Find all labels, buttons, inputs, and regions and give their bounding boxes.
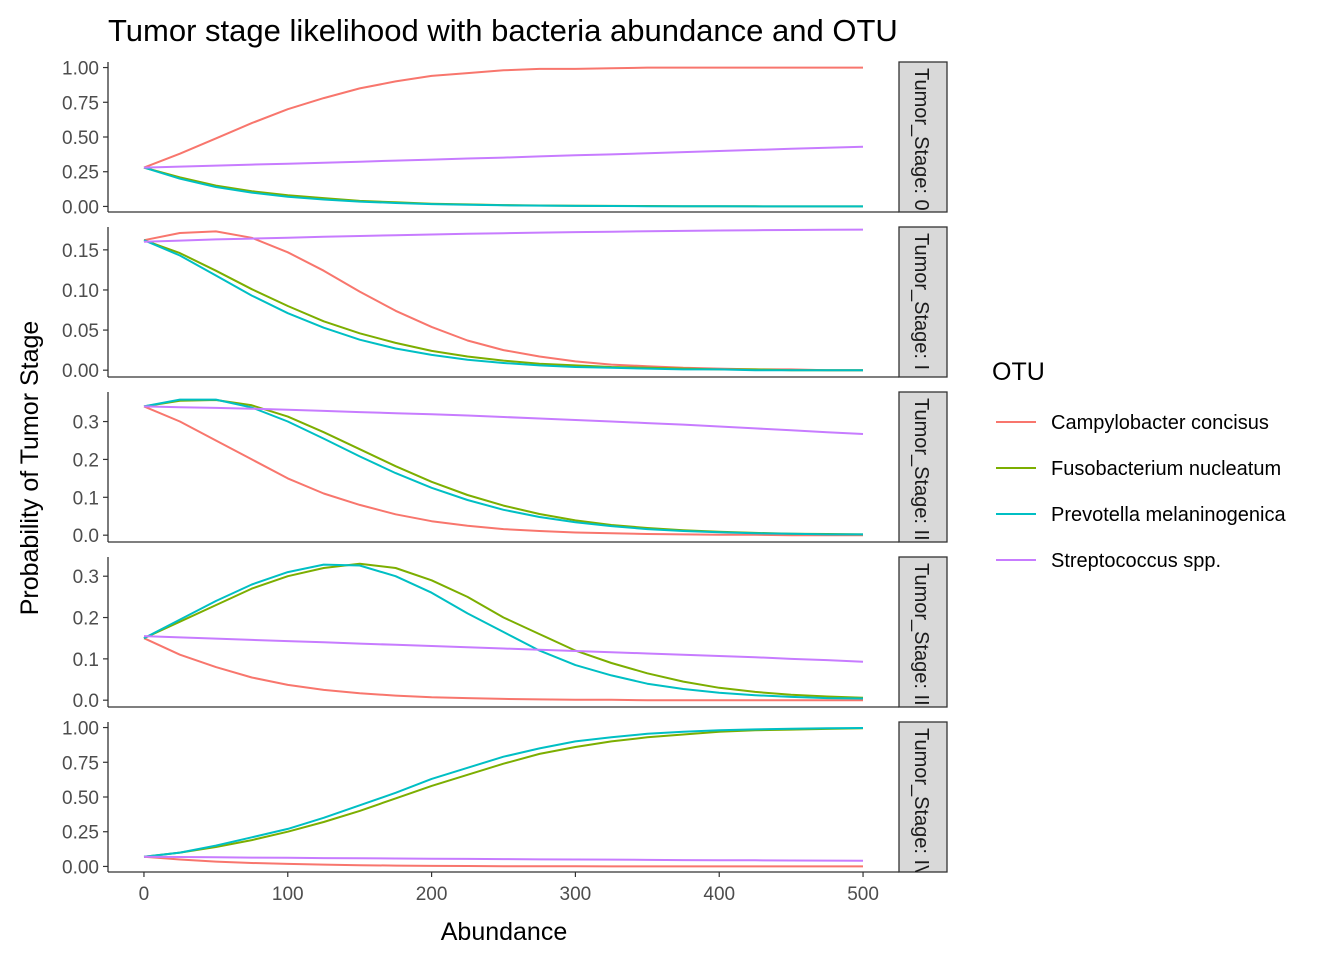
legend-entry: Prevotella melaninogenica [996, 504, 1286, 526]
y-tick-label: 0.10 [62, 281, 99, 302]
legend-entry: Streptococcus spp. [996, 550, 1221, 572]
x-tick-label: 400 [703, 884, 735, 905]
y-tick-label: 0.00 [62, 857, 99, 878]
strip-box [898, 556, 948, 708]
series-line-fusobacterium-nucleatum [143, 166, 863, 208]
legend-label: Streptococcus spp. [1051, 550, 1221, 572]
series-line-campylobacter-concisus [143, 66, 863, 169]
x-tick-label: 200 [416, 884, 448, 905]
y-tick-label: 0.25 [62, 823, 99, 844]
y-tick-label: 0.2 [73, 450, 99, 471]
series-line-prevotella-melaninogenica [143, 166, 863, 208]
strip-label-wrap: Tumor_Stage: IV [910, 728, 932, 879]
y-tick-label: 1.00 [62, 59, 99, 80]
series-line-streptococcus-spp- [143, 145, 864, 169]
x-axis-title: Abundance [441, 918, 568, 946]
y-tick-label: 0.75 [62, 753, 99, 774]
y-tick-label: 0.00 [62, 361, 99, 382]
series-line-fusobacterium-nucleatum [143, 562, 864, 699]
series-line-fusobacterium-nucleatum [143, 399, 864, 536]
series-line-prevotella-melaninogenica [143, 563, 864, 700]
legend: OTU Campylobacter concisus Fusobacterium … [992, 358, 1286, 572]
series-line-streptococcus-spp- [143, 635, 864, 663]
legend-label: Prevotella melaninogenica [1051, 504, 1286, 526]
panel-lines [143, 398, 864, 537]
series-line-streptococcus-spp- [143, 228, 864, 243]
panel-3: 0.0 0.1 0.2 0.3 Tumor_Stage: II [73, 391, 948, 547]
series-line-campylobacter-concisus [143, 405, 863, 537]
y-tick-label: 0.0 [73, 526, 99, 547]
strip-label: Tumor_Stage: I [910, 233, 932, 370]
y-tick-label: 0.05 [62, 321, 99, 342]
strip-label: Tumor_Stage: III [910, 563, 932, 711]
series-line-campylobacter-concisus [143, 637, 863, 702]
strip-label-wrap: Tumor_Stage: I [910, 233, 932, 370]
strip-label: Tumor_Stage: 0 [910, 68, 932, 211]
facet-strip: Tumor_Stage: II [898, 391, 948, 543]
series-line-streptococcus-spp- [143, 855, 864, 862]
strip-label-wrap: Tumor_Stage: II [910, 398, 932, 541]
x-tick-label: 100 [272, 884, 304, 905]
chart-panels: 0.000.250.500.751.00 Tumor_Stage: 00.000.… [62, 59, 948, 879]
panel-4: 0.0 0.1 0.2 0.3 Tumor_Stage: III [73, 556, 948, 712]
facet-strip: Tumor_Stage: 0 [898, 61, 948, 213]
legend-label: Fusobacterium nucleatum [1051, 458, 1281, 480]
y-tick-label: 0.3 [73, 413, 99, 434]
y-tick-label: 0.2 [73, 609, 99, 630]
strip-box [898, 226, 948, 378]
x-tick-label: 0 [139, 884, 150, 905]
y-tick-label: 0.0 [73, 691, 99, 712]
series-line-prevotella-melaninogenica [143, 398, 863, 536]
panel-1: 0.00 0.25 0.50 0.75 1.00 Tumor_Stage: 0 [62, 59, 948, 218]
y-tick-label: 0.25 [62, 163, 99, 184]
y-tick-label: 0.1 [73, 650, 99, 671]
legend-label: Campylobacter concisus [1051, 412, 1269, 434]
strip-label: Tumor_Stage: IV [910, 728, 932, 879]
series-line-campylobacter-concisus [143, 855, 863, 868]
y-tick-label: 1.00 [62, 719, 99, 740]
y-axis-title: Probability of Tumor Stage [16, 321, 44, 616]
panel-5: 0.00 0.25 0.50 0.75 1.00 Tumor_Stage: IV [62, 719, 948, 879]
x-tick-label: 500 [847, 884, 879, 905]
panel-lines [143, 66, 864, 208]
y-tick-label: 0.15 [62, 241, 99, 262]
y-tick-label: 0.50 [62, 128, 99, 149]
x-tick-label: 300 [560, 884, 592, 905]
y-tick-label: 0.50 [62, 788, 99, 809]
x-axis: 0 100 200 300 400 500 [139, 872, 879, 905]
strip-label-wrap: Tumor_Stage: III [910, 563, 932, 711]
legend-entry: Fusobacterium nucleatum [996, 458, 1281, 480]
series-line-campylobacter-concisus [143, 230, 863, 372]
facet-strip: Tumor_Stage: IV [898, 721, 948, 879]
panel-2: 0.00 0.05 0.10 0.15 Tumor_Stage: I [62, 226, 948, 382]
y-tick-label: 0.1 [73, 488, 99, 509]
panel-lines [143, 228, 864, 372]
facet-strip: Tumor_Stage: I [898, 226, 948, 378]
panel-lines [143, 727, 864, 868]
series-line-prevotella-melaninogenica [143, 727, 864, 858]
strip-box [898, 721, 948, 873]
series-line-streptococcus-spp- [143, 405, 864, 435]
y-tick-label: 0.75 [62, 93, 99, 114]
strip-box [898, 391, 948, 543]
strip-label: Tumor_Stage: II [910, 398, 932, 541]
strip-box [898, 61, 948, 213]
y-tick-label: 0.3 [73, 567, 99, 588]
facet-strip: Tumor_Stage: III [898, 556, 948, 711]
series-line-prevotella-melaninogenica [143, 239, 863, 372]
legend-entry: Campylobacter concisus [996, 412, 1269, 434]
panel-lines [143, 562, 864, 702]
y-tick-label: 0.00 [62, 197, 99, 218]
strip-label-wrap: Tumor_Stage: 0 [910, 68, 932, 211]
series-line-fusobacterium-nucleatum [143, 727, 864, 858]
chart-title: Tumor stage likelihood with bacteria abu… [108, 13, 898, 48]
legend-title: OTU [992, 358, 1045, 386]
